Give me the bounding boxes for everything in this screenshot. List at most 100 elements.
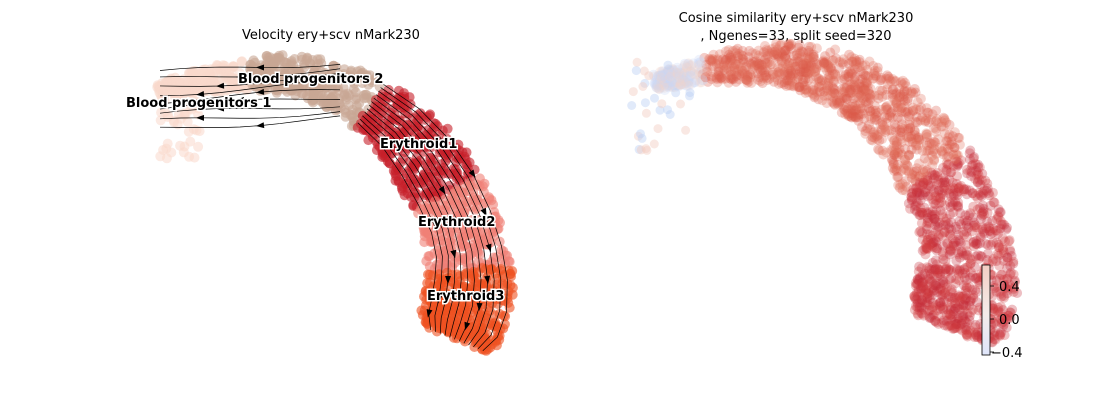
cell-point xyxy=(890,122,901,133)
cell-point xyxy=(952,302,963,313)
cell-point xyxy=(946,314,957,325)
cell-point xyxy=(408,201,419,211)
cell-point xyxy=(950,154,961,165)
cell-point xyxy=(914,261,925,272)
cell-point xyxy=(371,71,382,82)
cell-point xyxy=(991,237,1002,248)
cell-point xyxy=(926,138,937,149)
cell-point xyxy=(969,332,980,343)
cell-point xyxy=(965,208,976,219)
cell-point xyxy=(843,72,854,83)
cell-point xyxy=(939,175,950,186)
cell-point xyxy=(988,254,999,264)
cell-point xyxy=(955,291,966,302)
cell-point xyxy=(964,148,975,159)
cell-point xyxy=(718,62,729,73)
cell-point xyxy=(1004,235,1015,246)
cell-point xyxy=(729,63,740,74)
cell-point xyxy=(809,85,820,96)
cell-point xyxy=(828,77,839,88)
cell-point xyxy=(910,87,921,98)
cell-point xyxy=(935,192,946,203)
cell-point xyxy=(655,70,665,81)
cell-point xyxy=(727,54,738,65)
cell-point xyxy=(993,250,1004,261)
cell-point xyxy=(996,327,1006,338)
velocity-streamline xyxy=(359,119,443,332)
cell-point xyxy=(892,139,902,150)
cell-point xyxy=(785,66,796,77)
cell-point xyxy=(1009,275,1020,286)
cell-point xyxy=(819,90,830,101)
cell-point xyxy=(665,80,676,91)
cell-point xyxy=(975,251,986,261)
cell-point xyxy=(998,319,1009,330)
cell-point xyxy=(967,226,977,237)
cell-point xyxy=(776,48,787,59)
cell-point xyxy=(869,68,880,79)
cell-point xyxy=(892,163,903,174)
cell-point xyxy=(898,89,909,100)
cell-point xyxy=(912,97,923,108)
cell-point xyxy=(994,330,1005,341)
cell-point xyxy=(889,149,900,160)
cell-point xyxy=(920,186,931,197)
cell-point xyxy=(673,81,684,92)
cell-point xyxy=(801,84,812,95)
cell-point xyxy=(975,232,986,242)
cell-point xyxy=(667,82,678,92)
cell-point xyxy=(928,302,938,313)
cell-point xyxy=(808,51,819,62)
cell-point xyxy=(945,167,956,178)
cell-point xyxy=(918,177,929,188)
cell-point xyxy=(880,127,891,138)
cell-point xyxy=(662,81,673,92)
cell-point xyxy=(954,236,965,247)
cell-point xyxy=(951,224,962,235)
cell-point xyxy=(954,275,965,286)
cell-point xyxy=(789,68,800,79)
cell-point xyxy=(760,58,771,69)
cell-point xyxy=(867,135,878,146)
cell-point xyxy=(882,70,893,81)
cell-point xyxy=(745,72,756,83)
cell-point xyxy=(829,84,840,95)
cell-point xyxy=(753,50,764,61)
cell-point xyxy=(906,192,917,203)
cell-point xyxy=(998,317,1009,327)
cell-point xyxy=(908,105,919,116)
cell-point xyxy=(648,69,659,80)
cell-point xyxy=(783,41,794,52)
cell-point xyxy=(959,184,969,195)
cell-point xyxy=(999,219,1010,230)
cell-point xyxy=(923,285,934,296)
cell-point xyxy=(917,180,928,191)
cell-point xyxy=(928,285,939,296)
cell-point xyxy=(892,106,903,117)
cell-point xyxy=(863,119,874,130)
cell-point xyxy=(679,79,689,90)
cell-point xyxy=(969,222,980,233)
cell-point xyxy=(912,298,923,309)
cell-point xyxy=(877,145,888,156)
cell-point xyxy=(776,39,787,50)
cell-point xyxy=(175,140,186,151)
cell-point xyxy=(826,65,837,76)
cell-point xyxy=(693,68,704,79)
cell-point xyxy=(961,246,972,257)
cell-point xyxy=(882,113,892,124)
cell-point xyxy=(911,104,922,115)
cell-point xyxy=(921,280,932,291)
cell-point xyxy=(961,240,971,251)
cell-point xyxy=(681,80,692,91)
cell-point xyxy=(760,41,770,51)
cell-point xyxy=(999,330,1010,341)
colorbar: 0.4 0.0 −0.4 xyxy=(981,264,1023,361)
cell-point xyxy=(191,125,202,136)
cell-point xyxy=(781,45,792,55)
cell-point xyxy=(952,293,963,304)
cell-point xyxy=(996,270,1006,280)
cell-point xyxy=(1000,236,1010,247)
cell-point xyxy=(913,297,924,308)
cell-point xyxy=(934,198,945,209)
